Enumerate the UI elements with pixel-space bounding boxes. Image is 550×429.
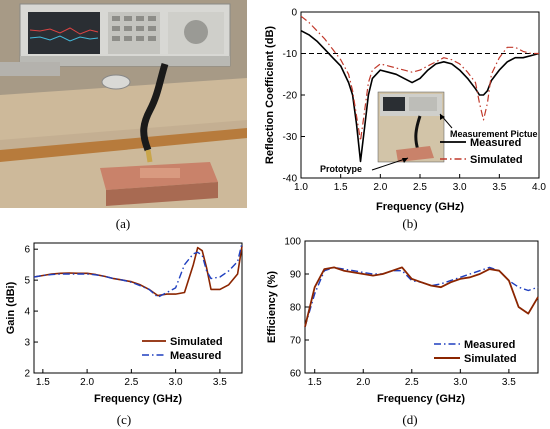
- x-tick-label: 3.0: [169, 377, 183, 388]
- y-tick-label: 60: [290, 369, 302, 380]
- y-tick-label: 100: [284, 237, 301, 248]
- caption-b: (b): [402, 216, 417, 231]
- series-line-measured: [33, 242, 243, 298]
- legend-entry: Measured: [464, 339, 515, 351]
- y-tick-label: 90: [290, 270, 302, 281]
- x-tick-label: 4.0: [532, 182, 546, 193]
- y-tick-label: 3: [24, 338, 30, 349]
- y-tick-label: 6: [24, 245, 30, 256]
- x-tick-label: 2.5: [413, 182, 427, 193]
- x-tick-label: 1.5: [308, 377, 322, 388]
- series-line-simulated: [300, 15, 539, 142]
- legend-entry: Measured: [470, 137, 521, 149]
- legend-entry: Simulated: [170, 336, 223, 348]
- x-tick-label: 1.5: [334, 182, 348, 193]
- x-tick-label: 2.0: [356, 377, 370, 388]
- plot-frame: [33, 242, 243, 374]
- plot-frame: [304, 240, 539, 374]
- y-axis-label: Reflection Coefficient (dB): [264, 26, 276, 164]
- x-axis-label: Frequency (GHz): [376, 201, 464, 213]
- y-tick-label: -10: [283, 49, 298, 60]
- prototype-image: [100, 162, 218, 206]
- efficiency-chart: 1.5 2.0 2.5 3.0 3.5 60 70 80 90 100 Measured Simul…: [266, 237, 539, 405]
- x-tick-label: 3.5: [492, 182, 506, 193]
- x-tick-label: 3.0: [453, 377, 467, 388]
- prototype-label: Prototype: [320, 164, 362, 174]
- x-tick-label: 1.0: [294, 182, 308, 193]
- y-tick-label: -20: [283, 91, 298, 102]
- y-tick-label: -40: [283, 174, 298, 185]
- x-tick-label: 2.5: [405, 377, 419, 388]
- x-tick-label: 2.0: [373, 182, 387, 193]
- network-analyzer-image: [19, 3, 231, 67]
- y-tick-label: 5: [24, 276, 30, 287]
- y-tick-label: 4: [24, 307, 30, 318]
- setup-photo: [0, 0, 247, 208]
- y-tick-label: 70: [290, 336, 302, 347]
- measurement-label: Measurement Pictue: [450, 129, 538, 139]
- legend-entry: Simulated: [464, 353, 517, 365]
- series-line-measured: [300, 29, 540, 163]
- reflection-coefficient-chart: 1.0 1.5 2.0 2.5 3.0 3.5 4.0 -40 -30 -20 -10 0 Proto…: [264, 8, 546, 214]
- caption-c: (c): [117, 412, 131, 427]
- y-axis-label: Gain (dBi): [5, 281, 17, 334]
- legend-entry: Simulated: [470, 154, 523, 166]
- y-tick-label: 80: [290, 303, 302, 314]
- y-axis-label: Efficiency (%): [266, 271, 278, 343]
- y-tick-label: 0: [291, 8, 297, 19]
- x-axis-label: Frequency (GHz): [94, 393, 182, 405]
- measurement-inset: [377, 91, 445, 163]
- legend-entry: Measured: [170, 350, 221, 362]
- y-tick-label: 2: [24, 369, 30, 380]
- x-tick-label: 2.0: [80, 377, 94, 388]
- y-tick-label: -30: [283, 132, 298, 143]
- x-tick-label: 3.5: [213, 377, 227, 388]
- x-tick-label: 2.5: [124, 377, 138, 388]
- x-tick-label: 3.0: [453, 182, 467, 193]
- x-tick-label: 1.5: [36, 377, 50, 388]
- x-tick-label: 3.5: [502, 377, 516, 388]
- caption-d: (d): [402, 412, 417, 427]
- x-axis-label: Frequency (GHz): [377, 393, 465, 405]
- series-line-simulated: [304, 266, 539, 328]
- gain-chart: 1.5 2.0 2.5 3.0 3.5 2 3 4 5 6 Simulated Measured F…: [5, 242, 243, 405]
- caption-a: (a): [116, 216, 130, 231]
